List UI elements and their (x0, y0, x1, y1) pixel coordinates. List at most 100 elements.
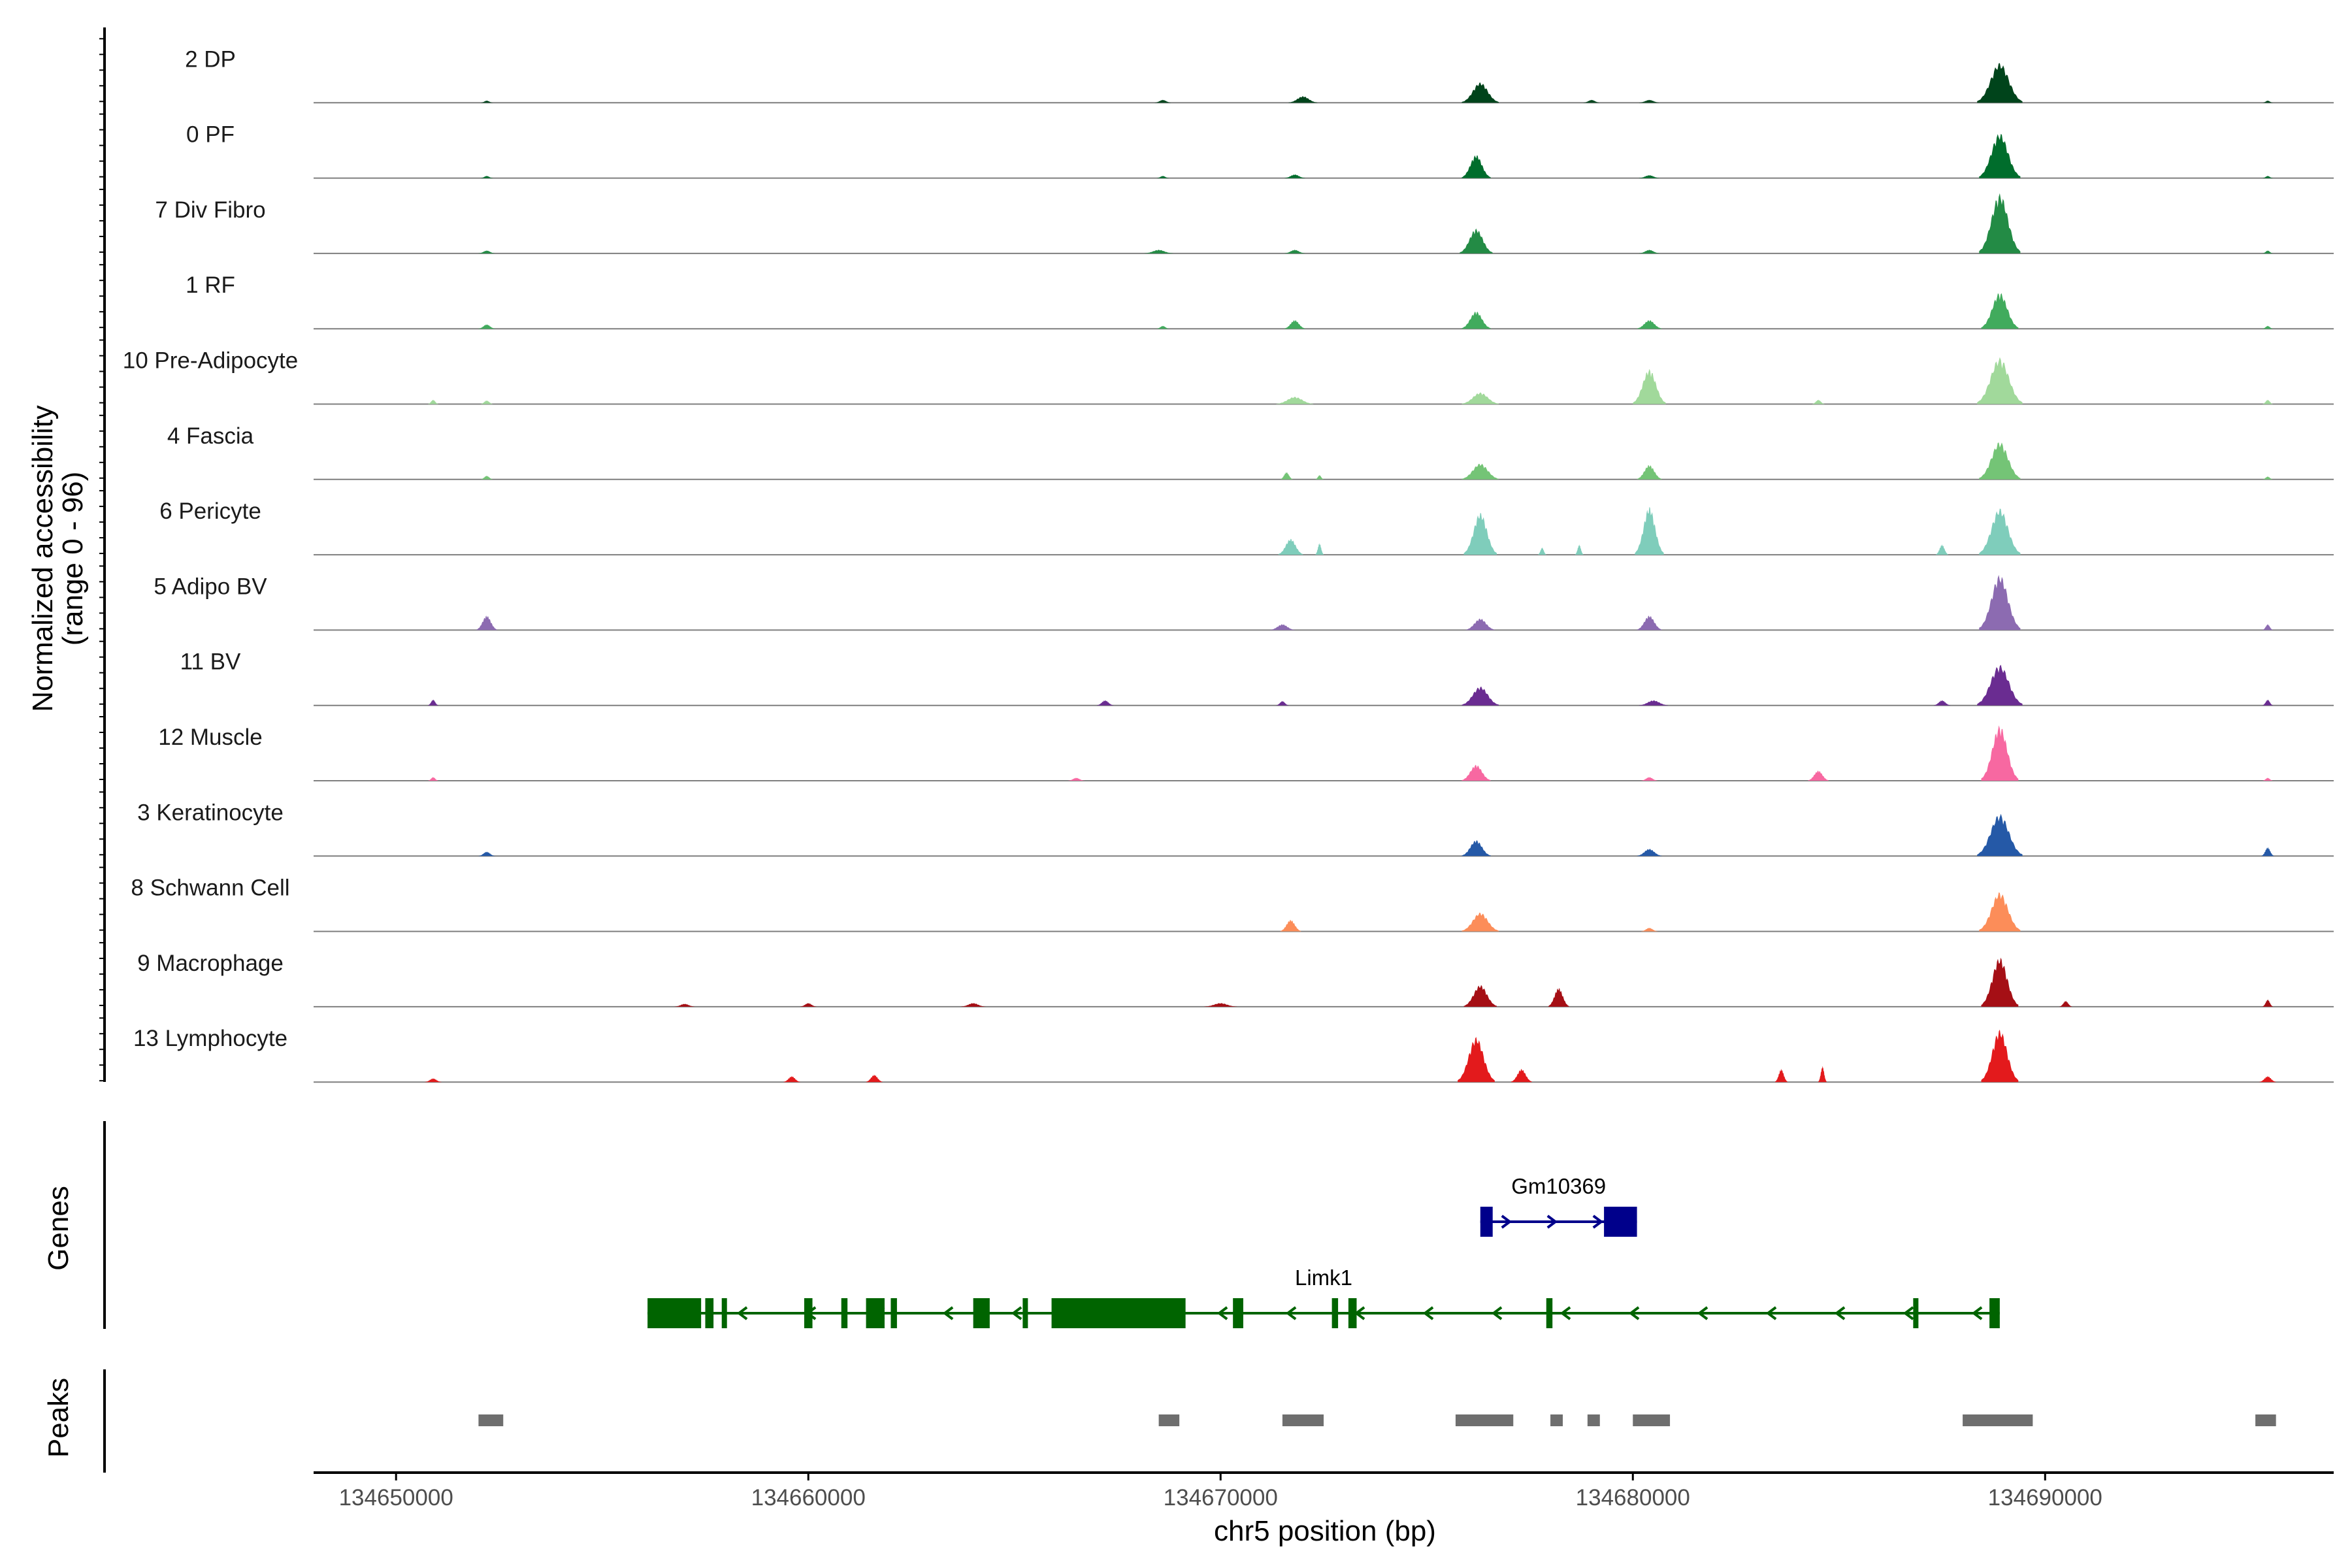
coverage-peak (1639, 250, 1660, 253)
coverage-peak (1637, 320, 1662, 329)
coverage-peak (2262, 101, 2273, 103)
coverage-peak (1548, 988, 1569, 1007)
track-label: 0 PF (186, 122, 235, 148)
x-axis-title: chr5 position (bp) (1214, 1515, 1436, 1547)
called-peak (478, 1414, 504, 1426)
coverage-peak (1270, 624, 1295, 630)
called-peak (2255, 1414, 2276, 1426)
coverage-peak (2262, 325, 2273, 329)
coverage-peak (1977, 357, 2023, 404)
gene-exon (1913, 1298, 1919, 1328)
coverage-peak (1538, 547, 1546, 555)
coverage-peak (1280, 919, 1301, 932)
gene-exon (804, 1298, 813, 1328)
track-7-div-fibro: 7 Div Fibro (155, 193, 2334, 254)
coverage-peak (1288, 96, 1318, 103)
coverage-peak (2261, 847, 2274, 857)
strand-arrow (1285, 1306, 1297, 1320)
strand-arrow (1217, 1306, 1228, 1320)
track-13-lymphocyte: 13 Lymphocyte (133, 1026, 2334, 1083)
coverage-peak (1462, 155, 1491, 178)
coverage-peak (866, 1075, 883, 1083)
coverage-peak (2262, 624, 2273, 630)
genes-track-label: Genes (42, 1186, 74, 1271)
coverage-peak (1818, 1066, 1827, 1083)
strand-arrow (1491, 1306, 1503, 1320)
coverage-peak (1639, 175, 1660, 178)
coverage-peak (1933, 700, 1951, 706)
coverage-peak (428, 777, 438, 781)
coverage-peak (1276, 701, 1289, 706)
x-axis-ticks: 134650000 134660000 134670000 134680000 1346… (339, 1473, 2102, 1511)
coverage-peak (1462, 392, 1499, 404)
coverage-peak (1583, 99, 1600, 103)
gene-exon (1051, 1298, 1186, 1328)
coverage-peak (2262, 699, 2273, 706)
track-2-dp: 2 DP (185, 46, 2334, 104)
coverage-peak (1463, 985, 1497, 1007)
called-peak (1633, 1414, 1671, 1426)
gene-exon (1022, 1298, 1028, 1328)
called-peak (1550, 1414, 1563, 1426)
coverage-peak (428, 699, 438, 706)
track-label: 5 Adipo BV (154, 574, 267, 599)
x-tick-label: 134670000 (1164, 1485, 1278, 1511)
coverage-peak (1144, 250, 1173, 253)
x-tick-label: 134650000 (339, 1485, 453, 1511)
coverage-peak (478, 250, 495, 253)
coverage-peak (1462, 686, 1499, 706)
strand-arrow (1592, 1215, 1604, 1229)
coverage-peak (1639, 99, 1660, 103)
track-label: 1 RF (186, 272, 235, 298)
track-label: 9 Macrophage (137, 951, 284, 976)
coverage-peak (480, 176, 493, 178)
y-axis-title-line2: (range 0 - 96) (57, 472, 89, 646)
coverage-peak (425, 1078, 442, 1083)
coverage-peak (1575, 544, 1584, 555)
coverage-peak (1637, 849, 1662, 857)
gene-exon (1604, 1207, 1637, 1237)
coverage-peak (1639, 700, 1668, 706)
track-label: 3 Keratinocyte (137, 800, 284, 825)
gene-exon (1480, 1207, 1493, 1237)
x-tick-label: 134690000 (1988, 1485, 2102, 1511)
coverage-peak (1462, 764, 1491, 781)
coverage-peak (1979, 892, 2021, 932)
gene-exon (1546, 1298, 1553, 1328)
coverage-peak (1775, 1069, 1788, 1083)
coverage-peak (1979, 193, 2021, 253)
coverage-peak (478, 851, 495, 857)
coverage-peak (2262, 476, 2273, 480)
called-peak (1282, 1414, 1324, 1426)
coverage-peak (1979, 508, 2021, 555)
gene-exon (705, 1298, 714, 1328)
coverage-peak (1204, 1003, 1237, 1007)
strand-arrow (942, 1306, 954, 1320)
coverage-peak (2259, 1076, 2276, 1083)
peaks-panel: Peaks (42, 1369, 2276, 1473)
coverage-peak (1284, 320, 1305, 329)
strand-arrow (1971, 1306, 1983, 1320)
called-peak (1158, 1414, 1180, 1426)
coverage-peak (1981, 957, 2019, 1007)
coverage-peak (1460, 228, 1493, 253)
strand-arrow (1422, 1306, 1434, 1320)
x-tick-label: 134660000 (751, 1485, 866, 1511)
coverage-peak (2262, 250, 2273, 253)
strand-arrow (1011, 1306, 1022, 1320)
coverage-peak (1633, 368, 1666, 404)
coverage-peak (476, 615, 497, 630)
track-6-pericyte: 6 Pericyte (159, 498, 2334, 556)
coverage-peak (1981, 725, 2019, 781)
coverage-peak (1979, 442, 2021, 480)
track-0-pf: 0 PF (186, 122, 2334, 179)
coverage-peak (1511, 1069, 1532, 1083)
coverage-peak (1096, 700, 1114, 706)
coverage-peak (1315, 543, 1324, 555)
coverage-peak (1458, 1037, 1495, 1083)
gene-exon (1989, 1298, 2000, 1328)
gene-exon (1331, 1298, 1339, 1328)
gene-exon (866, 1298, 885, 1328)
coverage-peak (1812, 399, 1825, 404)
coverage-peak (1977, 813, 2023, 857)
